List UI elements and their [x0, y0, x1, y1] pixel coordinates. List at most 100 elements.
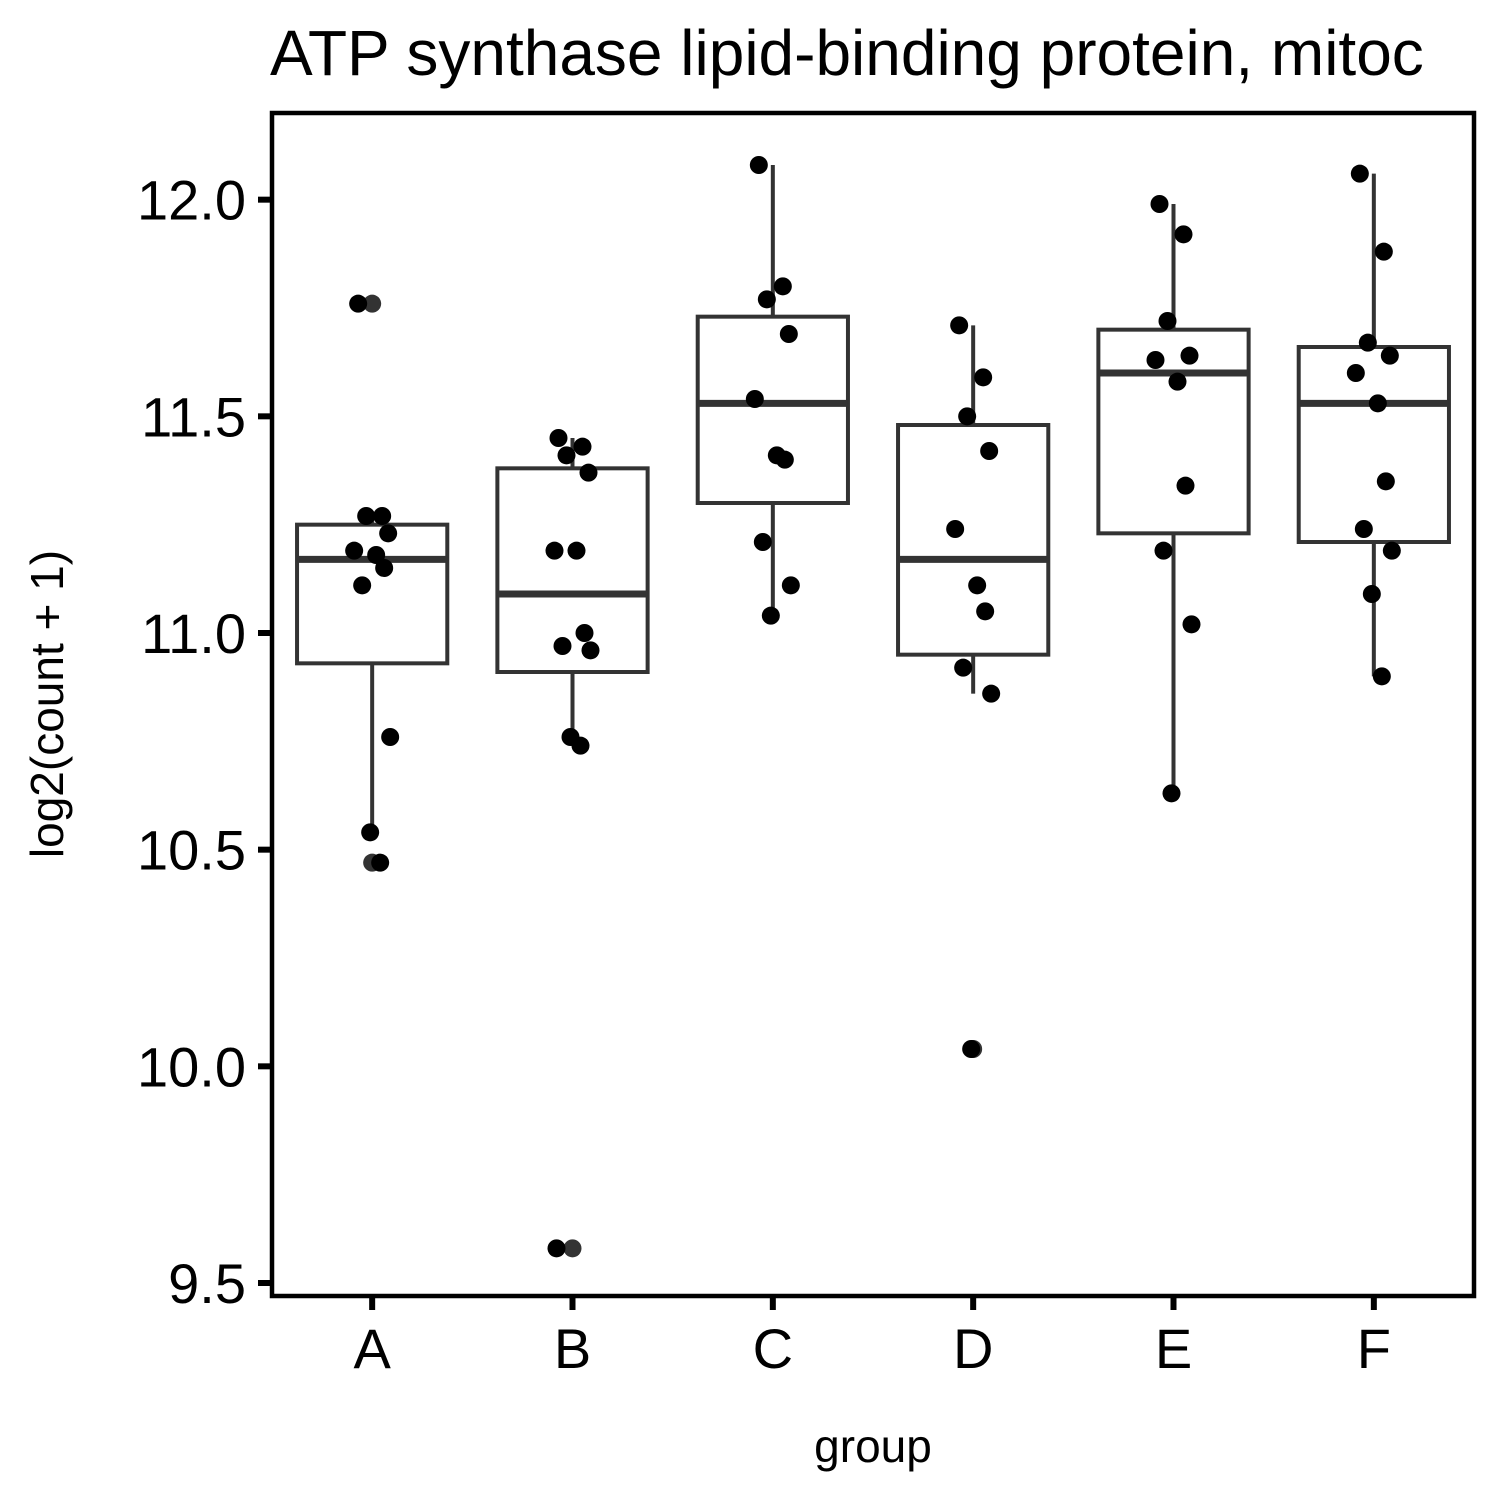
data-point — [980, 442, 999, 460]
x-tick-label: A — [353, 1317, 391, 1380]
data-point — [1176, 476, 1195, 495]
data-point — [1368, 394, 1387, 413]
data-point — [345, 541, 364, 560]
y-tick-label: 10.0 — [137, 1035, 246, 1098]
data-point — [357, 507, 376, 525]
x-tick-label: C — [753, 1317, 793, 1380]
data-point — [1346, 364, 1365, 382]
box-group-b — [495, 438, 650, 1258]
x-tick-label: D — [953, 1317, 993, 1380]
data-point — [982, 684, 1001, 703]
data-point — [753, 533, 772, 551]
data-point — [1372, 667, 1391, 686]
data-point — [571, 736, 590, 755]
data-point — [1154, 541, 1173, 560]
box — [695, 314, 850, 505]
y-axis-title: log2(count + 1) — [21, 550, 73, 858]
data-point — [950, 316, 969, 335]
data-point — [557, 446, 576, 465]
points-a — [345, 294, 400, 872]
data-point — [1168, 372, 1187, 391]
data-point — [573, 437, 592, 456]
box — [295, 522, 450, 666]
outlier-point — [363, 294, 382, 313]
x-tick-label: E — [1155, 1317, 1192, 1380]
data-point — [375, 559, 394, 577]
x-tick-label: B — [554, 1317, 591, 1380]
data-point — [381, 728, 400, 746]
chart-marks — [295, 156, 1451, 1258]
x-tick-label: F — [1357, 1317, 1391, 1380]
data-point — [547, 1239, 566, 1258]
data-point — [974, 368, 993, 387]
data-point — [1354, 520, 1373, 538]
data-point — [1158, 312, 1177, 330]
data-point — [1174, 225, 1193, 244]
points-e — [1146, 195, 1201, 803]
outlier-point — [563, 1239, 582, 1258]
points-f — [1346, 164, 1401, 686]
data-point — [361, 823, 380, 842]
data-point — [353, 576, 372, 595]
data-point — [373, 507, 392, 525]
data-point — [773, 277, 792, 296]
data-point — [575, 624, 594, 642]
box-group-c — [695, 165, 850, 616]
data-point — [579, 463, 598, 482]
data-point — [1162, 784, 1181, 803]
box-group-e — [1096, 204, 1251, 794]
box — [1096, 327, 1251, 536]
box — [896, 423, 1051, 657]
chart-title: ATP synthase lipid-binding protein, mito… — [270, 17, 1424, 89]
data-point — [1374, 242, 1393, 261]
data-point — [349, 294, 368, 313]
data-point — [779, 325, 798, 343]
box-group-a — [295, 294, 450, 872]
data-point — [976, 602, 995, 621]
data-point — [1350, 164, 1369, 183]
data-point — [1182, 615, 1201, 634]
y-tick-label: 12.0 — [137, 169, 246, 232]
data-point — [567, 541, 586, 560]
data-point — [371, 853, 390, 872]
plot-frame — [269, 110, 1477, 1299]
data-point — [1358, 333, 1377, 352]
data-point — [968, 576, 987, 595]
axes: 9.5 10.0 10.5 11.0 11.5 12.0 A B C D E F — [137, 169, 1391, 1380]
data-point — [1362, 585, 1381, 603]
y-tick-label: 9.5 — [168, 1252, 246, 1315]
data-point — [1180, 346, 1199, 365]
points-c — [745, 156, 800, 625]
points-d — [946, 316, 1001, 1058]
data-point — [367, 546, 386, 564]
y-tick-label: 11.0 — [141, 602, 246, 665]
box — [1296, 345, 1451, 544]
data-point — [781, 576, 800, 595]
data-point — [549, 429, 568, 447]
data-point — [749, 156, 768, 174]
box-group-d — [896, 325, 1051, 1058]
data-point — [1380, 346, 1399, 365]
y-tick-label: 11.5 — [141, 385, 246, 448]
data-point — [553, 637, 572, 655]
data-point — [958, 407, 977, 426]
data-point — [1376, 472, 1395, 491]
data-point — [757, 290, 776, 309]
box — [495, 466, 650, 675]
data-point — [1382, 541, 1401, 560]
data-point — [962, 1040, 981, 1058]
data-point — [954, 658, 973, 677]
x-axis-title: group — [814, 1420, 932, 1472]
y-tick-label: 10.5 — [137, 819, 246, 882]
data-point — [745, 390, 764, 408]
data-point — [775, 450, 794, 469]
data-point — [1146, 351, 1165, 369]
data-point — [379, 524, 398, 543]
data-point — [946, 520, 965, 538]
data-point — [581, 641, 600, 660]
data-point — [761, 606, 780, 625]
points-b — [545, 429, 600, 1258]
data-point — [1150, 195, 1169, 213]
data-point — [545, 541, 564, 560]
